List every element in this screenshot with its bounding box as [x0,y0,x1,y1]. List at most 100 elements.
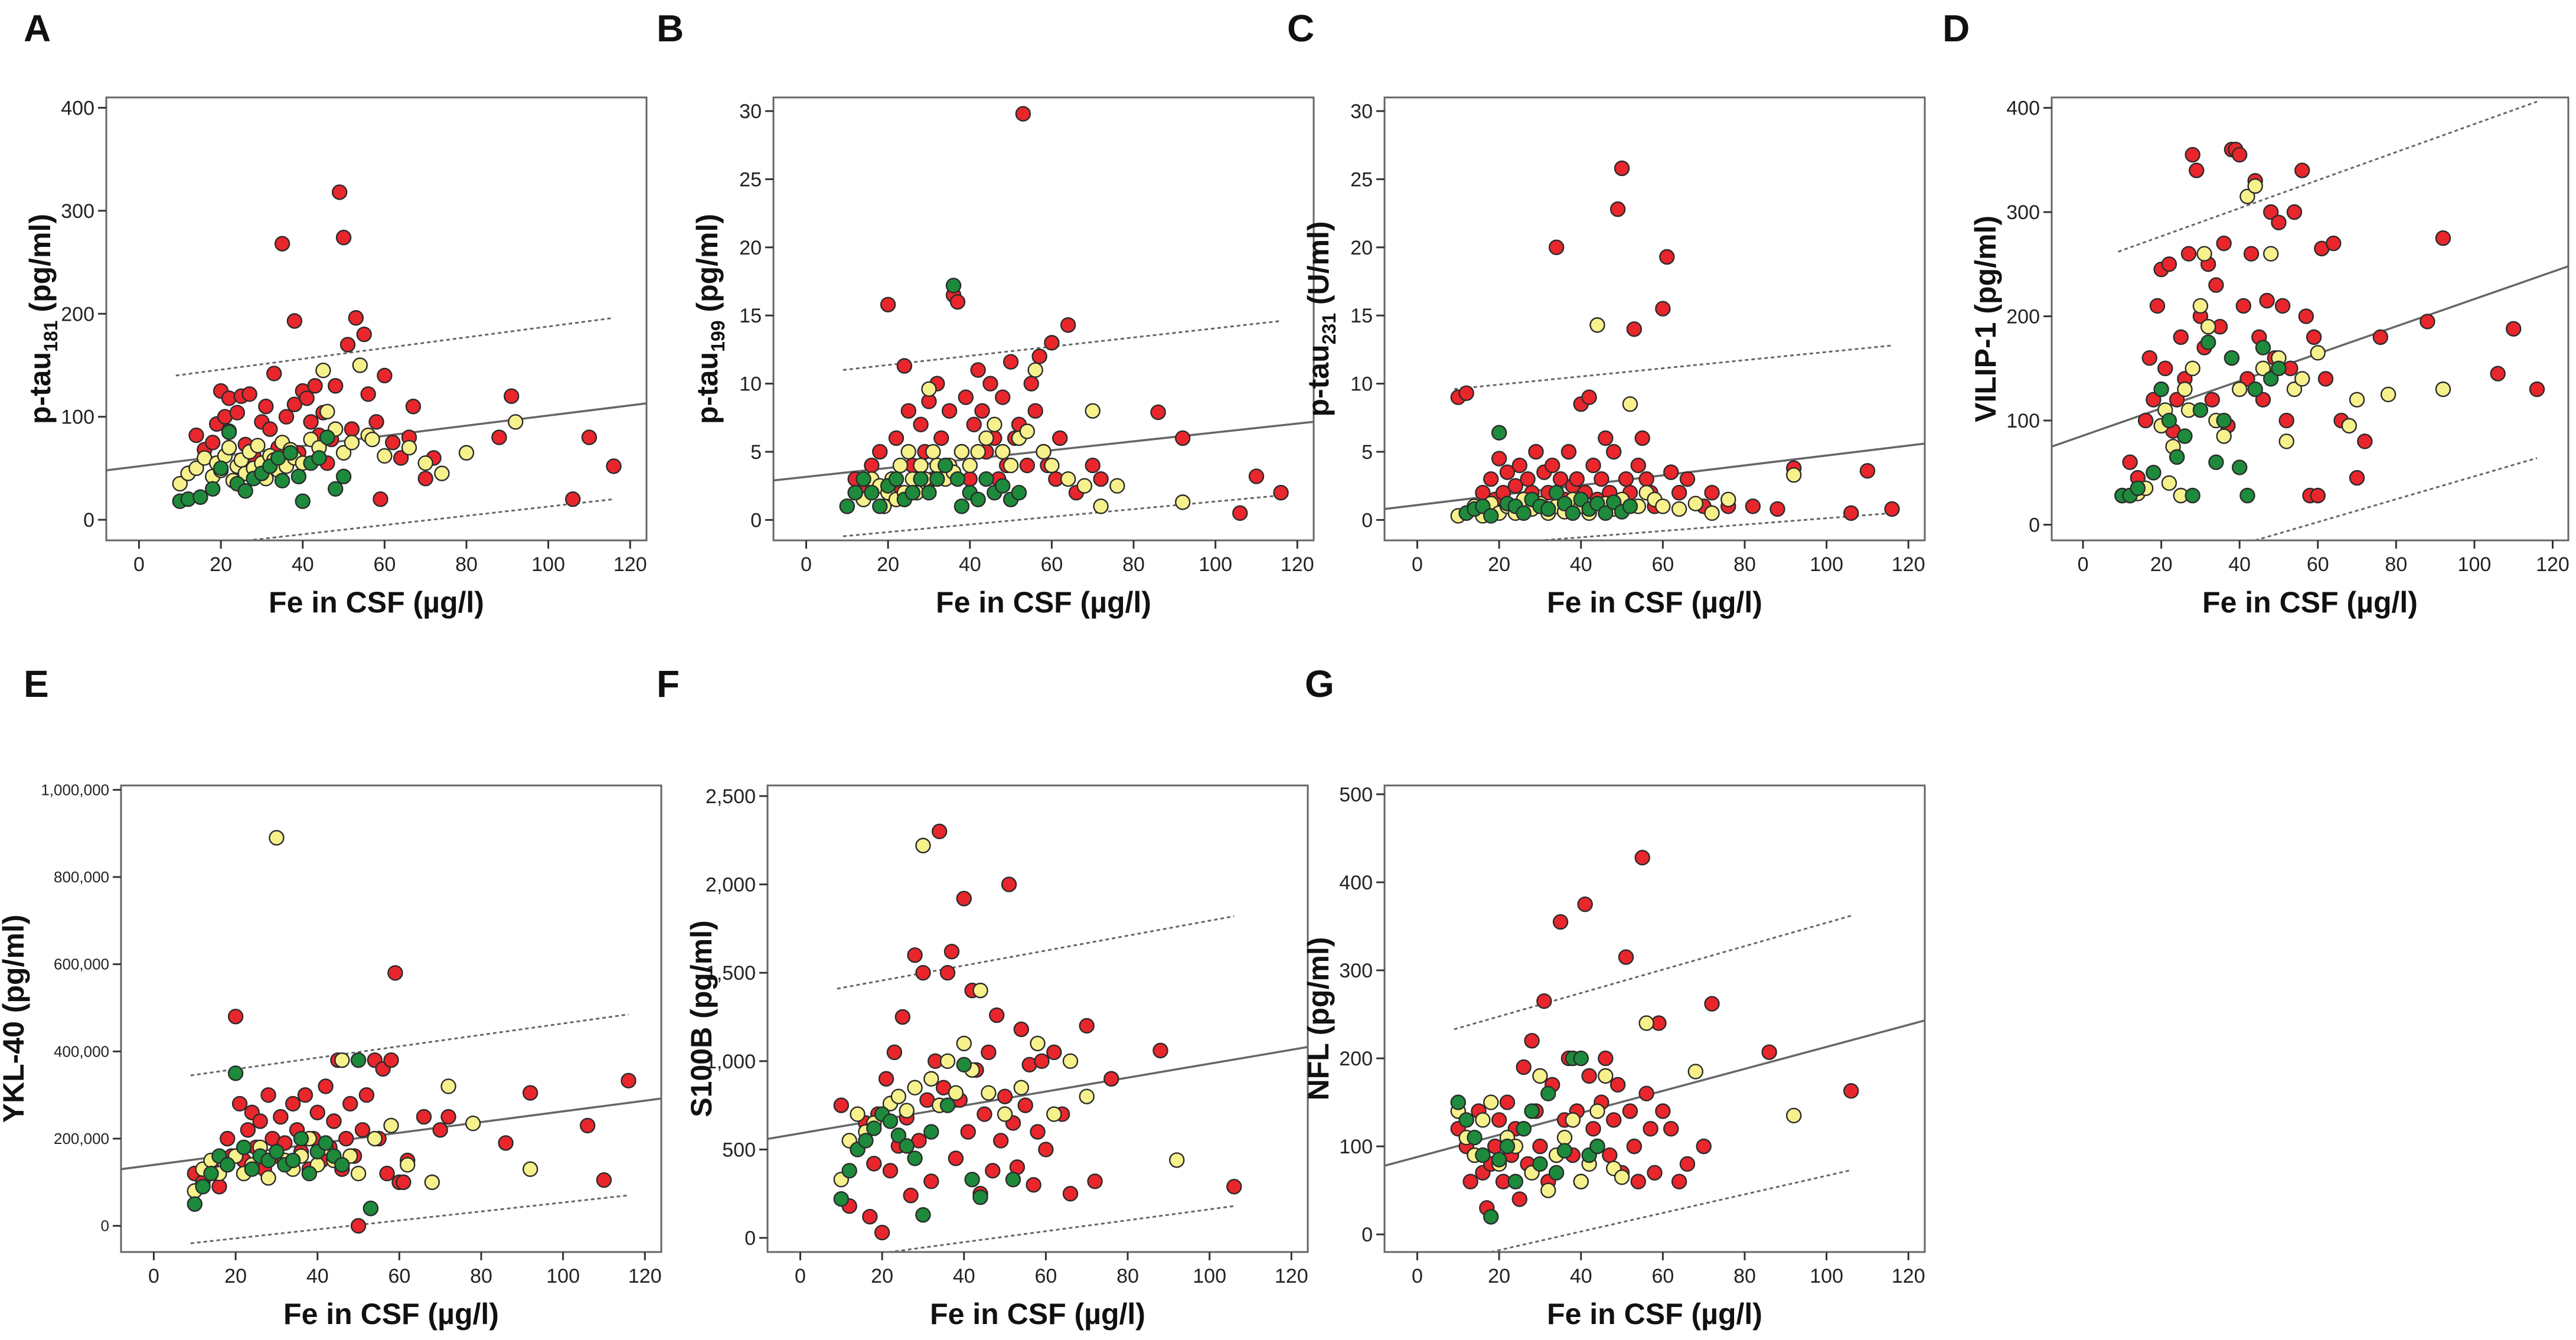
data-point-yellow [1076,478,1093,494]
y-axis-label-main: p-tau [1302,344,1335,416]
data-point-red [1634,850,1650,866]
data-point-green [2263,371,2279,387]
data-point-red [878,1071,894,1087]
data-point-yellow [2216,428,2232,444]
data-point-red [1174,430,1191,446]
data-point-red [985,1163,1001,1179]
y-tick-label: 200 [2006,306,2040,328]
x-tick-label: 80 [1122,553,1145,576]
y-axis-label-main: S100B (pg/ml) [685,920,718,1117]
y-axis-label: p-tau181 (pg/ml) [24,214,61,424]
data-point-red [1499,1094,1516,1110]
x-tick-label: 60 [2307,553,2329,576]
data-point-red [1696,1138,1712,1155]
data-point-green [913,471,929,487]
data-point-red [992,1133,1009,1149]
data-point-green [1483,1209,1499,1225]
data-point-red [1663,1121,1679,1137]
data-point-yellow [400,1157,416,1173]
ci-lower-line [883,1205,1235,1252]
data-point-red [327,378,344,394]
data-point-green [1516,505,1532,521]
x-tick-label: 100 [2458,553,2492,576]
x-tick-label: 100 [531,553,565,576]
x-tick-label: 60 [373,553,396,576]
data-point-red [1248,468,1265,484]
data-point-red [1093,471,1109,487]
data-point-red [988,1007,1005,1023]
data-point-green [205,481,221,497]
panel-letter: F [657,663,680,705]
data-point-green [923,1124,939,1140]
data-point-red [1232,505,1248,521]
x-tick-label: 60 [1034,1265,1057,1287]
data-point-red [1598,430,1614,446]
data-point-red [342,1096,358,1112]
panel-letter: E [24,663,49,705]
data-point-yellow [377,448,393,464]
y-tick-label: 300 [2006,201,2040,224]
data-point-red [872,444,888,460]
data-point-green [203,1165,219,1182]
y-axis-label: S100B (pg/ml) [685,920,718,1117]
data-point-green [833,1191,849,1207]
data-point-yellow [2161,475,2177,491]
y-tick-label: 10 [1350,373,1373,396]
data-point-green [921,485,937,501]
data-point-red [205,435,221,451]
data-point-red [923,1173,939,1189]
data-point-red [896,358,913,374]
data-point-red [417,471,433,487]
y-tick-label: 800,000 [54,868,109,886]
data-point-red [1458,385,1474,401]
data-point-yellow [334,1052,350,1068]
data-point-red [1044,335,1060,351]
x-tick-label: 120 [613,553,647,576]
y-tick-label: 1,000 [706,1051,756,1073]
y-axis-label-main: VILIP-1 (pg/ml) [1969,216,2002,422]
panel-letter: A [24,7,51,50]
data-point-red [2298,308,2314,324]
data-point-yellow [522,1161,538,1177]
data-point-yellow [1036,444,1052,460]
y-tick-label: 100 [1339,1136,1373,1158]
data-point-green [1532,1156,1548,1172]
data-point-red [1609,1077,1626,1093]
data-point-red [1679,471,1696,487]
data-point-red [1152,1042,1168,1059]
data-point-yellow [434,465,450,481]
data-point-yellow [925,444,941,460]
y-axis-label-unit: (pg/ml) [691,214,724,321]
data-point-red [621,1072,636,1089]
ci-upper-line [837,915,1235,990]
x-tick-label: 40 [959,553,981,576]
data-point-green [237,483,253,499]
data-point-green [318,1135,334,1151]
data-point-red [2357,433,2373,449]
y-tick-label: 0 [101,1217,109,1235]
data-point-red [2286,204,2303,220]
data-point-yellow [1174,494,1191,510]
data-point-green [1458,1112,1474,1128]
data-point-red [2157,360,2173,377]
data-point-green [221,424,237,441]
data-point-red [2255,392,2271,407]
data-point-red [2263,204,2279,220]
panel-c: C 0 5 10 15 20 25 30 0 20 40 60 80 100 120 Fe in CSF (µ… [1287,7,1926,619]
y-axis-label-main: p-tau [24,352,57,424]
data-point-yellow [2341,418,2357,434]
data-point-red [970,362,986,378]
data-point-yellow [1044,457,1060,474]
data-point-green [213,460,229,477]
data-point-red [373,491,388,507]
y-tick-label: 1,000,000 [41,781,109,798]
data-point-red [1003,354,1019,370]
y-tick-label: 5 [750,441,762,464]
data-point-red [833,1097,849,1113]
data-point-yellow [915,837,931,853]
data-point-red [943,944,960,960]
data-point-green [1589,1138,1605,1155]
data-point-red [1031,348,1047,364]
plot-content [2052,100,2568,540]
data-point-yellow [1540,1182,1556,1198]
